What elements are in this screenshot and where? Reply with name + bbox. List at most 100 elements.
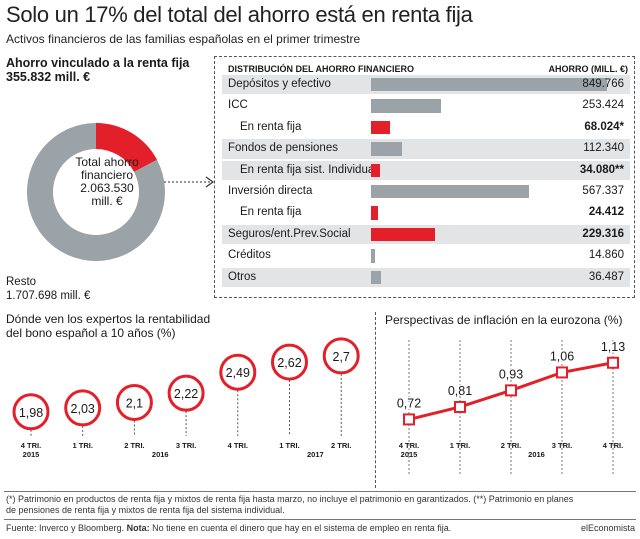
inflation-x-tick: 1 TRI.	[450, 441, 470, 450]
row-value: 24.412	[588, 206, 624, 219]
table-row: Seguros/ent.Prev.Social 229.316	[222, 224, 630, 245]
donut-center-line3: 2.063.530	[80, 181, 134, 195]
row-label: Créditos	[228, 249, 271, 262]
bond-chart-title-line2: del bono español a 10 años (%)	[6, 326, 176, 340]
rest-label: Resto	[6, 276, 37, 288]
bond-chart-title: Dónde ven los expertos la rentabilidad d…	[6, 312, 210, 340]
rest-value: 1.707.698 mill. €	[6, 290, 91, 302]
fixed-income-label: Ahorro vinculado a la renta fija	[6, 56, 190, 70]
row-label: Seguros/ent.Prev.Social	[228, 227, 351, 240]
page-title: Solo un 17% del total del ahorro está en…	[6, 2, 473, 27]
row-label: Depósitos y efectivo	[228, 78, 331, 90]
donut-center-line1: Total ahorro	[75, 155, 139, 169]
note-label: Nota:	[126, 523, 150, 533]
row-value: 14.860	[588, 249, 624, 262]
inflation-value-label: 0,72	[397, 396, 421, 410]
row-bar	[371, 206, 378, 220]
bond-value-label: 2,49	[226, 366, 250, 380]
source-text: Fuente: Inverco y Bloomberg.	[6, 523, 125, 533]
row-bar	[371, 185, 529, 199]
table-row: Fondos de pensiones 112.340	[222, 139, 630, 159]
inflation-point	[403, 413, 415, 426]
inflation-value-label: 1,13	[601, 340, 625, 354]
inflation-value-label: 1,06	[550, 349, 574, 363]
bond-year-label: 2016	[152, 450, 169, 459]
footnote-1: (*) Patrimonio en productos de renta fij…	[6, 494, 574, 504]
footnote-rule	[4, 491, 636, 492]
table-row: Otros 36.487	[222, 267, 630, 287]
bond-x-tick: 4 TRI.	[21, 441, 41, 450]
inflation-year-label: 2016	[528, 450, 545, 459]
row-bar	[371, 99, 442, 113]
inflation-chart-title: Perspectivas de inflación en la eurozona…	[385, 313, 623, 327]
row-value: 567.337	[582, 185, 624, 197]
row-value: 253.424	[582, 99, 624, 112]
table-row: En renta fija sist. Individual 34.080**	[222, 160, 630, 180]
bond-value-label: 2,22	[174, 387, 198, 401]
row-bar	[371, 120, 390, 135]
section-divider	[375, 312, 380, 488]
table-row: Inversión directa 567.337	[222, 182, 630, 201]
inflation-point	[607, 356, 619, 369]
donut-center-text: Total ahorro financiero 2.063.530 mill. …	[58, 156, 156, 208]
row-value: 229.316	[582, 227, 624, 240]
table-header-left: DISTRIBUCIÓN DEL AHORRO FINANCIERO	[228, 64, 415, 74]
bond-yield-chart: 1,98 4 TRI. 2,03 1 TRI. 2,1 2 TRI. 2,22 3 TRI. 2…	[12, 337, 360, 459]
table-row: Depósitos y efectivo 849.766	[222, 75, 630, 95]
bond-chart-title-line1: Dónde ven los expertos la rentabilidad	[6, 312, 211, 326]
bond-x-tick: 1 TRI.	[72, 441, 92, 450]
row-value: 36.487	[588, 270, 624, 283]
bond-point	[64, 389, 102, 427]
table-row: En renta fija 24.412	[222, 203, 630, 222]
table-row: Créditos 14.860	[222, 246, 630, 265]
row-value: 849.766	[582, 78, 624, 90]
row-bar	[371, 249, 376, 263]
distribution-panel	[214, 56, 635, 298]
inflation-x-tick: 2 TRI.	[501, 441, 521, 450]
footnote-2: de pensiones de renta fija y mixtos de r…	[6, 505, 285, 515]
donut-slice-fixed-income	[96, 123, 157, 172]
table-row: En renta fija 68.024*	[222, 118, 630, 137]
row-bar	[371, 78, 607, 92]
bond-point	[167, 374, 205, 412]
donut-center-line2: financiero	[80, 168, 134, 182]
inflation-x-tick: 3 TRI.	[552, 441, 572, 450]
bond-point	[322, 337, 360, 375]
bond-value-label: 2,1	[126, 396, 143, 410]
inflation-x-tick: 4 TRI.	[603, 441, 623, 450]
row-label: Otros	[228, 270, 257, 283]
row-value: 68.024*	[584, 120, 624, 133]
bond-value-label: 2,62	[277, 356, 301, 370]
inflation-year-label: 2015	[401, 450, 418, 459]
source-line: Fuente: Inverco y Bloomberg. Nota: No ti…	[6, 523, 451, 534]
bond-point	[115, 383, 153, 421]
bond-value-label: 1,98	[19, 406, 43, 420]
brand-logo: elEconomista	[580, 523, 635, 533]
donut-center-line4: mill. €	[91, 194, 123, 208]
bond-x-tick: 1 TRI.	[279, 441, 299, 450]
table-row: ICC 253.424	[222, 96, 630, 115]
bond-point	[271, 343, 308, 381]
row-value: 112.340	[583, 142, 624, 155]
bond-point	[219, 353, 257, 391]
row-bar	[371, 163, 381, 177]
source-rule	[4, 519, 636, 520]
row-bar	[371, 142, 403, 156]
inflation-point	[556, 366, 568, 379]
row-value: 34.080**	[579, 163, 624, 176]
inflation-point	[454, 400, 466, 413]
row-bar	[371, 270, 382, 284]
bond-x-tick: 2 TRI.	[124, 441, 144, 450]
bond-year-label: 2017	[307, 450, 324, 459]
fixed-income-value: 355.832 mill. €	[6, 70, 91, 84]
bond-x-tick: 3 TRI.	[176, 441, 196, 450]
inflation-value-label: 0,93	[499, 367, 523, 381]
row-label: ICC	[228, 99, 248, 112]
bond-x-tick: 2 TRI.	[331, 441, 351, 450]
row-label: En renta fija	[240, 120, 302, 133]
inflation-value-label: 0,81	[448, 384, 472, 398]
bond-year-label: 2015	[23, 450, 40, 459]
row-label: En renta fija sist. Individual	[240, 163, 377, 176]
inflation-x-tick: 4 TRI.	[399, 441, 419, 450]
